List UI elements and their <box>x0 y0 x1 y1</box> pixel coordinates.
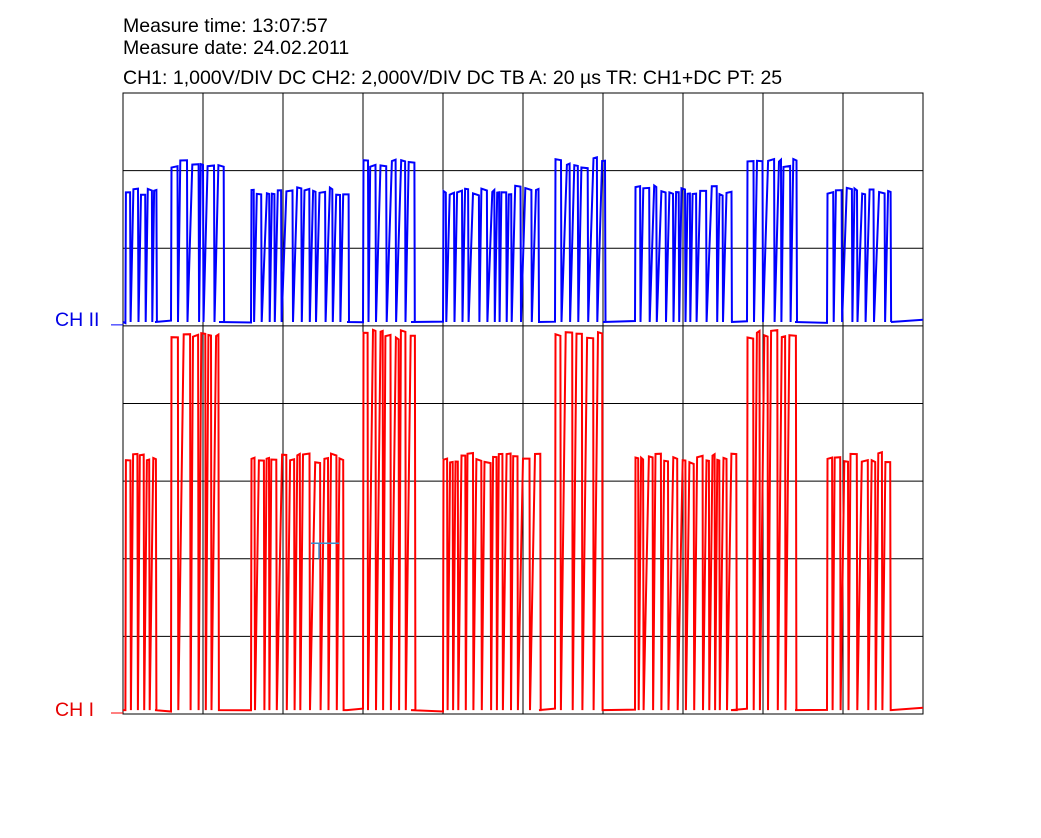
trace-ch-i <box>123 328 924 713</box>
ch1-baseline-label: CH I <box>55 699 94 721</box>
channel-settings-label: CH1: 1,000V/DIV DC CH2: 2,000V/DIV DC TB… <box>123 67 783 89</box>
trace-ch-ii <box>122 155 924 325</box>
ch2-baseline-label: CH II <box>55 309 100 331</box>
plot-grid <box>122 92 924 715</box>
measure-time-label: Measure time: 13:07:57 <box>123 15 328 37</box>
measure-date-label: Measure date: 24.02.2011 <box>123 37 350 59</box>
plot-traces <box>122 155 924 713</box>
baseline-markers <box>111 324 339 714</box>
